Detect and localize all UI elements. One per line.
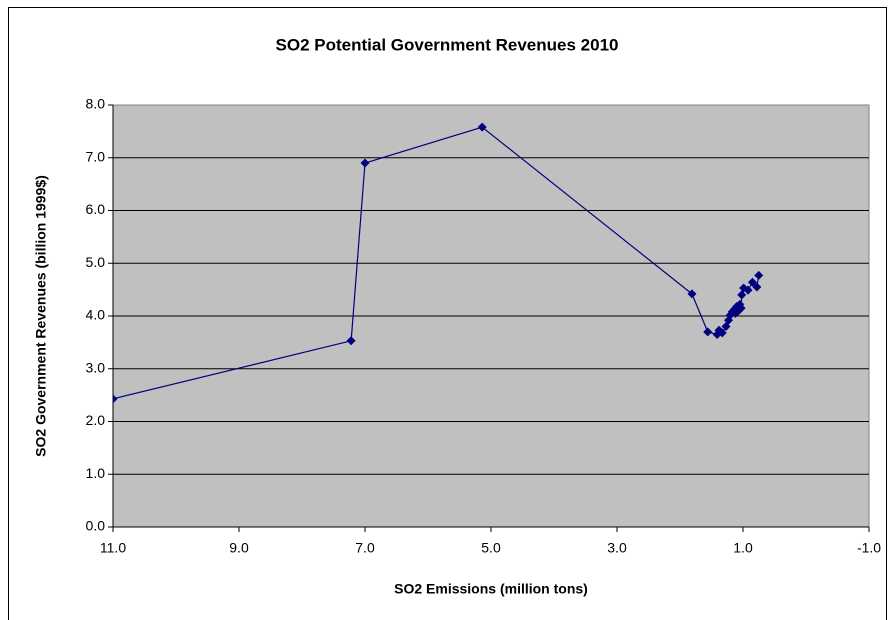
y-tick-label: 5.0 — [86, 254, 106, 270]
y-tick-label: 4.0 — [86, 307, 106, 323]
x-tick-label: 7.0 — [355, 540, 375, 556]
data-point — [752, 282, 762, 292]
y-tick-label: 8.0 — [86, 96, 106, 112]
chart-title: SO2 Potential Government Revenues 2010 — [276, 35, 619, 54]
data-point — [687, 289, 697, 299]
y-tick-label: 7.0 — [86, 148, 106, 164]
data-point — [747, 277, 757, 287]
grid — [108, 104, 870, 532]
data-point — [743, 285, 753, 295]
data-point — [717, 328, 727, 338]
series — [113, 122, 764, 404]
data-point — [113, 394, 118, 404]
y-tick-label: 6.0 — [86, 201, 106, 217]
x-tick-label: 1.0 — [733, 540, 753, 556]
x-tick-label: 3.0 — [607, 540, 627, 556]
y-tick-label: 3.0 — [86, 359, 106, 375]
y-tick-label: 1.0 — [86, 465, 106, 481]
data-point — [346, 336, 356, 346]
x-tick-label: 11.0 — [100, 540, 126, 556]
x-tick-label: 5.0 — [481, 540, 501, 556]
x-axis-label: SO2 Emissions (million tons) — [394, 581, 588, 597]
y-axis-label: SO2 Government Revenues (billion 1999$) — [33, 175, 49, 457]
data-point — [754, 270, 764, 280]
data-point — [737, 290, 747, 300]
data-point — [477, 122, 487, 132]
x-tick-label: 9.0 — [229, 540, 249, 556]
x-tick-label: -1.0 — [857, 540, 881, 556]
data-point — [736, 303, 746, 313]
data-point — [360, 158, 370, 168]
y-tick-label: 2.0 — [86, 412, 106, 428]
y-tick-label: 0.0 — [86, 518, 106, 534]
data-point — [703, 327, 713, 337]
